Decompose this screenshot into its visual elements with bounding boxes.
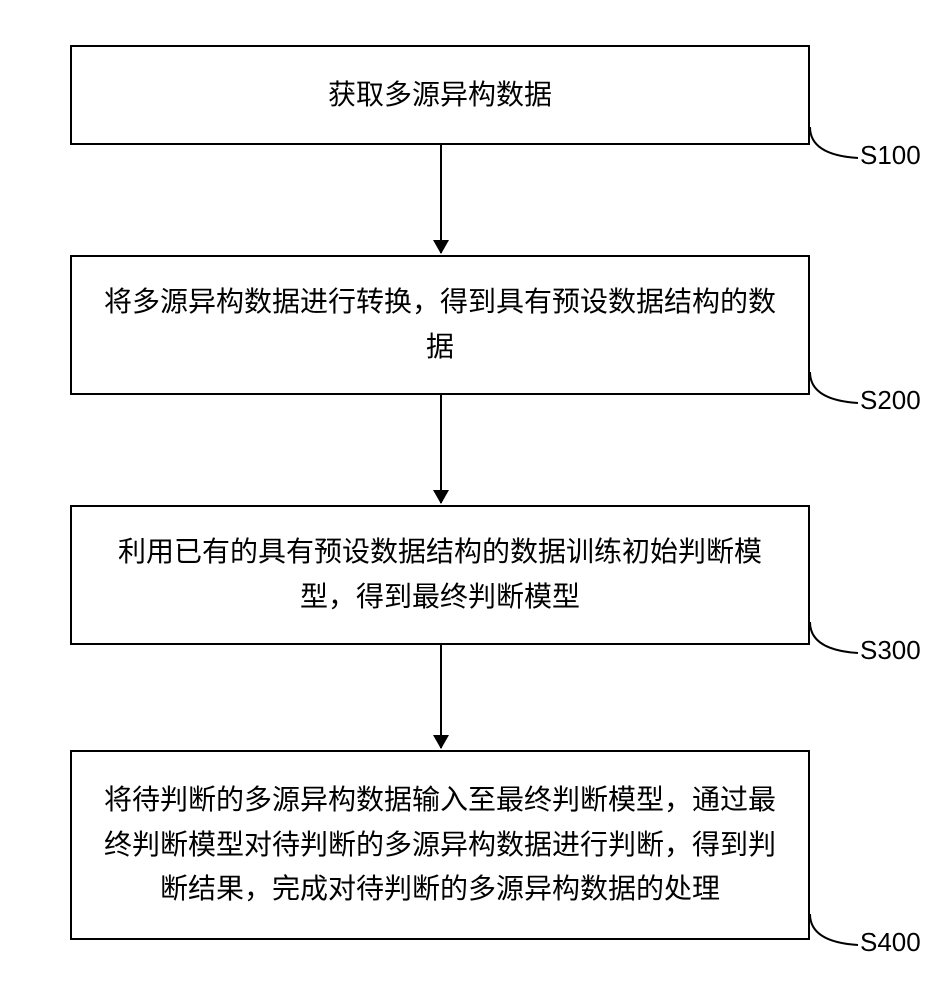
flowchart-container: 获取多源异构数据 S100 将多源异构数据进行转换，得到具有预设数据结构的数据 … <box>0 0 950 1000</box>
flowchart-node-s400: 将待判断的多源异构数据输入至最终判断模型，通过最终判断模型对待判断的多源异构数据… <box>70 750 810 940</box>
step-label-s200: S200 <box>860 385 921 416</box>
node-text: 利用已有的具有预设数据结构的数据训练初始判断模型，得到最终判断模型 <box>92 530 788 620</box>
connector-s300 <box>808 620 863 660</box>
step-label-s100: S100 <box>860 140 921 171</box>
step-label-s300: S300 <box>860 635 921 666</box>
arrow-s300-s400 <box>440 645 442 748</box>
node-text: 获取多源异构数据 <box>328 73 552 118</box>
connector-s200 <box>808 370 863 410</box>
step-label-s400: S400 <box>860 927 921 958</box>
flowchart-node-s300: 利用已有的具有预设数据结构的数据训练初始判断模型，得到最终判断模型 <box>70 505 810 645</box>
flowchart-node-s200: 将多源异构数据进行转换，得到具有预设数据结构的数据 <box>70 255 810 395</box>
connector-s100 <box>808 125 863 165</box>
flowchart-node-s100: 获取多源异构数据 <box>70 45 810 145</box>
arrow-s200-s300 <box>440 395 442 503</box>
node-text: 将多源异构数据进行转换，得到具有预设数据结构的数据 <box>92 280 788 370</box>
arrow-s100-s200 <box>440 145 442 253</box>
node-text: 将待判断的多源异构数据输入至最终判断模型，通过最终判断模型对待判断的多源异构数据… <box>92 778 788 912</box>
connector-s400 <box>808 912 863 952</box>
